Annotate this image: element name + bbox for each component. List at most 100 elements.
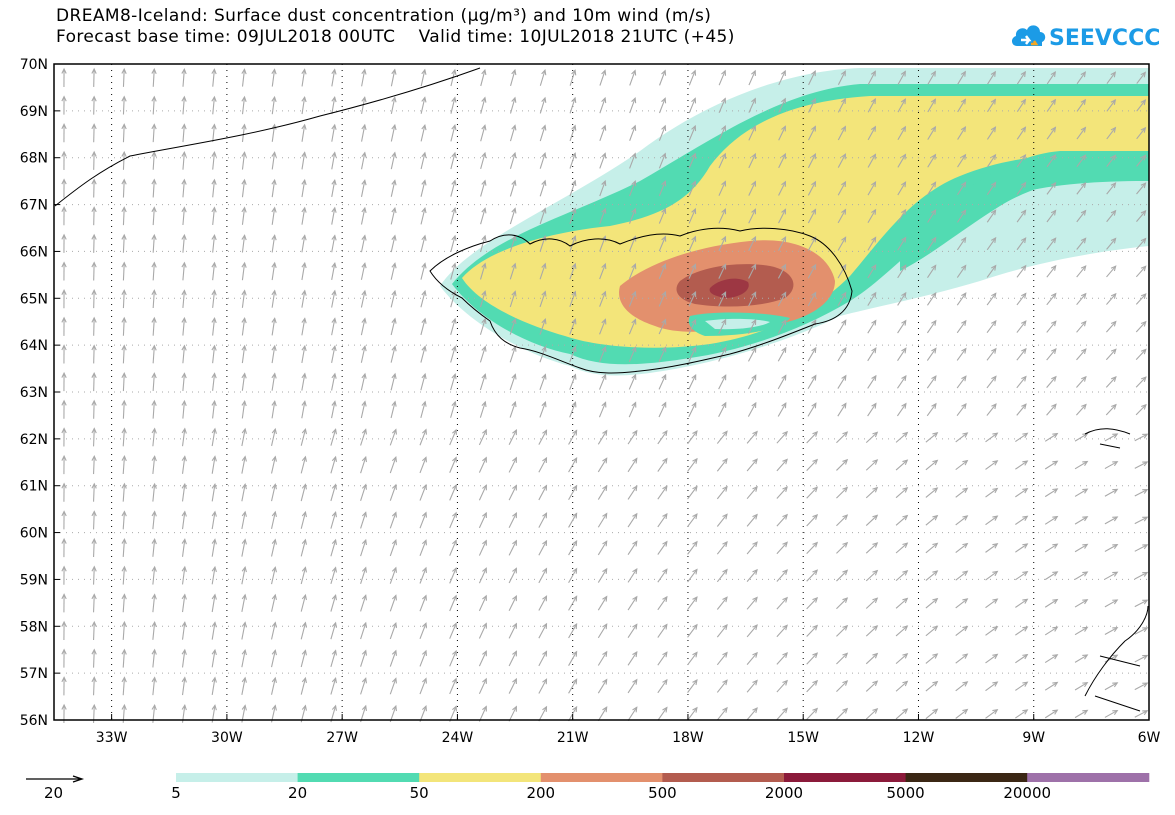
wind-arrowhead bbox=[662, 457, 668, 464]
wind-arrowhead bbox=[391, 179, 397, 186]
wind-arrowhead bbox=[1050, 71, 1056, 78]
wind-arrow bbox=[718, 98, 726, 114]
wind-arrowhead bbox=[121, 565, 127, 572]
wind-arrowhead bbox=[331, 317, 337, 324]
wind-arrow bbox=[420, 208, 426, 225]
wind-arrow bbox=[93, 622, 95, 640]
wind-arrow bbox=[390, 235, 396, 253]
wind-arrow bbox=[211, 539, 216, 557]
wind-arrowhead bbox=[542, 484, 548, 491]
wind-arrow bbox=[1104, 682, 1118, 691]
wind-arrowhead bbox=[91, 67, 97, 74]
wind-arrowhead bbox=[151, 150, 157, 157]
wind-arrow bbox=[658, 208, 666, 224]
colorbar-label: 5 bbox=[171, 784, 181, 802]
wind-arrow bbox=[419, 678, 427, 695]
wind-arrow bbox=[1076, 321, 1087, 333]
wind-arrow bbox=[776, 652, 788, 665]
wind-arrowhead bbox=[512, 539, 517, 546]
wind-arrow bbox=[658, 319, 667, 335]
wind-arrow bbox=[718, 264, 727, 279]
wind-arrow bbox=[301, 290, 306, 308]
wind-arrow bbox=[241, 318, 246, 336]
wind-arrowhead bbox=[421, 317, 427, 324]
wind-arrowhead bbox=[1110, 348, 1117, 355]
wind-arrow bbox=[1135, 238, 1147, 250]
wind-arrow bbox=[807, 403, 817, 417]
wind-arrowhead bbox=[512, 567, 517, 574]
wind-arrow bbox=[867, 154, 876, 168]
wind-arrowhead bbox=[271, 704, 277, 711]
wind-arrowhead bbox=[932, 514, 939, 521]
wind-arrowhead bbox=[331, 676, 337, 684]
wind-arrowhead bbox=[1142, 516, 1149, 522]
wind-arrowhead bbox=[481, 317, 487, 325]
wind-arrowhead bbox=[482, 650, 487, 657]
wind-arrowhead bbox=[872, 514, 879, 521]
wind-arrow bbox=[1044, 571, 1058, 581]
wind-arrow bbox=[420, 401, 426, 419]
wind-arrow bbox=[806, 486, 818, 499]
wind-arrowhead bbox=[572, 540, 578, 547]
wind-arrowhead bbox=[782, 679, 788, 686]
wind-arrow bbox=[449, 678, 457, 695]
coastline-faroes bbox=[1084, 428, 1131, 449]
wind-arrow bbox=[479, 291, 486, 308]
wind-arrow bbox=[330, 567, 337, 585]
wind-arrowhead bbox=[571, 373, 577, 380]
wind-arrow bbox=[360, 263, 366, 280]
wind-arrowhead bbox=[1020, 126, 1027, 133]
wind-arrow bbox=[986, 320, 997, 334]
wind-arrowhead bbox=[691, 290, 697, 298]
wind-arrowhead bbox=[241, 261, 247, 268]
wind-arrowhead bbox=[241, 621, 247, 628]
wind-arrowhead bbox=[1111, 376, 1117, 382]
wind-arrowhead bbox=[572, 622, 578, 630]
legend-canvas: 20 5 20 50 200 500 2000 5000 20000 bbox=[26, 773, 1150, 802]
wind-arrow bbox=[182, 69, 185, 87]
wind-arrow bbox=[597, 568, 608, 583]
wind-arrow bbox=[122, 373, 125, 392]
wind-arrowhead bbox=[902, 487, 909, 493]
wind-arrowhead bbox=[572, 705, 578, 713]
wind-arrow bbox=[1076, 154, 1086, 167]
wind-arrow bbox=[569, 180, 576, 197]
wind-arrow bbox=[181, 539, 186, 557]
wind-arrowhead bbox=[1082, 571, 1089, 577]
wind-arrowhead bbox=[871, 291, 877, 298]
wind-arrow bbox=[777, 402, 787, 417]
wind-arrowhead bbox=[930, 125, 937, 132]
wind-arrowhead bbox=[811, 153, 816, 160]
wind-arrow bbox=[925, 515, 938, 526]
wind-arrowhead bbox=[871, 153, 877, 160]
wind-arrow bbox=[986, 154, 996, 168]
wind-arrow bbox=[152, 622, 156, 640]
wind-arrow bbox=[836, 487, 848, 499]
wind-arrowhead bbox=[782, 624, 788, 631]
wind-arrow bbox=[509, 125, 516, 142]
wind-arrowhead bbox=[451, 179, 457, 186]
wind-arrow bbox=[955, 598, 968, 609]
wind-arrowhead bbox=[811, 346, 817, 353]
wind-arrow bbox=[212, 152, 216, 170]
wind-arrowhead bbox=[751, 318, 757, 326]
wind-arrow bbox=[419, 457, 427, 474]
wind-arrowhead bbox=[1050, 264, 1057, 271]
wind-arrow bbox=[746, 597, 758, 610]
wind-arrow bbox=[181, 649, 186, 668]
chart-title: DREAM8-Iceland: Surface dust concentrati… bbox=[56, 6, 712, 26]
wind-arrow bbox=[360, 650, 367, 667]
wind-arrow bbox=[658, 153, 666, 169]
wind-arrow bbox=[510, 69, 516, 87]
wind-arrow bbox=[360, 207, 366, 225]
wind-arrow bbox=[300, 622, 306, 640]
wind-arrow bbox=[718, 347, 727, 362]
wind-arrowhead bbox=[541, 290, 547, 297]
wind-arrow bbox=[927, 71, 936, 85]
wind-arrowhead bbox=[421, 262, 427, 269]
wind-arrowhead bbox=[301, 593, 307, 601]
wind-arrow bbox=[1016, 99, 1026, 112]
wind-arrow bbox=[925, 487, 938, 498]
wind-arrowhead bbox=[691, 207, 697, 215]
wind-arrow bbox=[957, 154, 966, 168]
